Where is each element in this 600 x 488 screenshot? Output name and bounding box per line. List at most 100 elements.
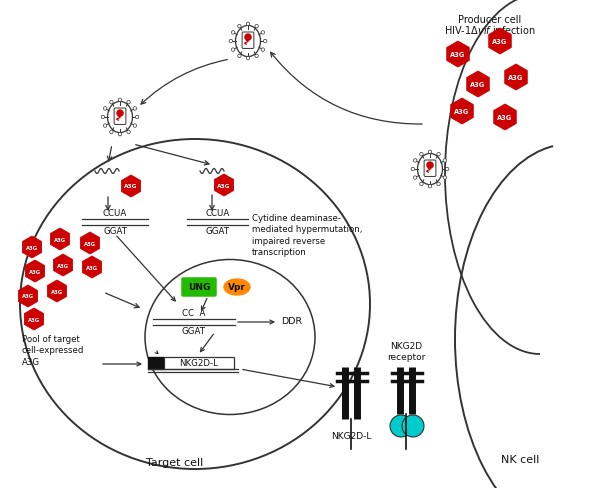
Text: A3G: A3G [454,109,470,115]
Bar [164,357,234,369]
Polygon shape [25,308,44,330]
Text: A3G: A3G [451,52,466,58]
Ellipse shape [236,26,260,58]
Polygon shape [447,42,469,68]
Text: A3G: A3G [124,184,137,189]
Text: Pool of target
cell-expressed
A3G: Pool of target cell-expressed A3G [22,334,85,366]
Text: A3G: A3G [217,183,230,188]
Circle shape [238,55,241,59]
Polygon shape [50,228,70,250]
Text: NK cell: NK cell [501,454,539,464]
FancyBboxPatch shape [424,161,436,177]
Text: A3G: A3G [470,82,485,88]
Circle shape [261,49,265,52]
Text: Target cell: Target cell [146,457,203,467]
Circle shape [420,183,423,186]
Text: Producer cell: Producer cell [458,15,521,25]
Text: A3G: A3G [84,241,96,246]
Text: A3G: A3G [57,263,69,268]
Circle shape [229,40,233,43]
Circle shape [255,55,258,59]
Text: UNG: UNG [188,283,210,292]
Circle shape [244,35,251,41]
Text: A3G: A3G [508,75,524,81]
Text: A3G: A3G [51,289,63,294]
FancyBboxPatch shape [242,33,254,49]
Circle shape [238,25,241,29]
Text: A3G: A3G [22,294,34,299]
Text: GGAT: GGAT [182,326,206,335]
Circle shape [127,101,130,104]
Ellipse shape [107,102,133,133]
Circle shape [420,153,423,157]
Circle shape [103,124,107,128]
Polygon shape [22,237,41,259]
Circle shape [443,160,446,163]
Text: DDR: DDR [281,316,302,325]
Text: CC  A: CC A [182,308,206,317]
Text: GGAT: GGAT [205,226,229,236]
Circle shape [133,124,137,128]
Text: A3G: A3G [493,39,508,45]
Text: NKG2D-L: NKG2D-L [179,359,218,368]
Polygon shape [53,254,73,276]
Ellipse shape [223,279,251,296]
Text: CCUA: CCUA [205,208,230,218]
Circle shape [390,415,412,437]
Polygon shape [451,99,473,125]
Circle shape [232,32,235,35]
Text: A3G: A3G [497,115,512,121]
Polygon shape [47,281,67,303]
Text: Cytidine deaminase-
mediated hypermutation,
impaired reverse
transcription: Cytidine deaminase- mediated hypermutati… [252,214,362,257]
Circle shape [101,116,104,120]
FancyBboxPatch shape [181,278,217,297]
Polygon shape [121,176,140,198]
Ellipse shape [145,260,315,415]
Text: A3G: A3G [54,237,66,242]
Polygon shape [467,72,489,98]
Circle shape [118,99,122,102]
Ellipse shape [418,154,442,185]
Circle shape [118,133,122,137]
Circle shape [136,116,139,120]
Circle shape [443,177,446,180]
Circle shape [445,168,449,171]
Circle shape [411,168,415,171]
Circle shape [428,151,432,154]
Text: A3G: A3G [26,245,38,250]
Circle shape [261,32,265,35]
Polygon shape [489,29,511,55]
Circle shape [263,40,267,43]
Text: Vpr: Vpr [228,283,246,292]
Circle shape [133,107,137,111]
Circle shape [103,107,107,111]
Polygon shape [82,257,101,279]
Text: A3G: A3G [28,317,40,322]
Circle shape [246,57,250,61]
Circle shape [246,23,250,26]
Ellipse shape [20,140,370,469]
Circle shape [110,131,113,134]
Polygon shape [25,261,44,283]
Text: CCUA: CCUA [103,208,127,218]
Polygon shape [214,175,233,197]
Circle shape [413,177,417,180]
Circle shape [127,131,130,134]
Circle shape [437,153,440,157]
Text: A3G: A3G [29,269,41,274]
Text: HIV-1$\Delta\it{vif}$ infection: HIV-1$\Delta\it{vif}$ infection [444,24,536,36]
Text: GGAT: GGAT [103,226,127,236]
Circle shape [402,415,424,437]
Polygon shape [19,285,38,307]
Circle shape [428,185,432,188]
Text: NKG2D-L: NKG2D-L [331,431,371,440]
Circle shape [413,160,417,163]
Circle shape [437,183,440,186]
Circle shape [255,25,258,29]
Text: A3G: A3G [86,265,98,270]
Text: NKG2D
receptor: NKG2D receptor [387,341,425,361]
Polygon shape [494,105,516,131]
Polygon shape [80,232,100,254]
Circle shape [232,49,235,52]
Circle shape [427,162,434,169]
